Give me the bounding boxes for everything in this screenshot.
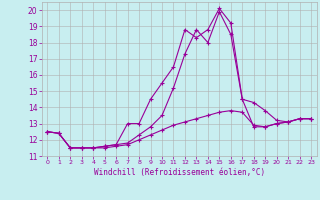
X-axis label: Windchill (Refroidissement éolien,°C): Windchill (Refroidissement éolien,°C) [94,168,265,177]
